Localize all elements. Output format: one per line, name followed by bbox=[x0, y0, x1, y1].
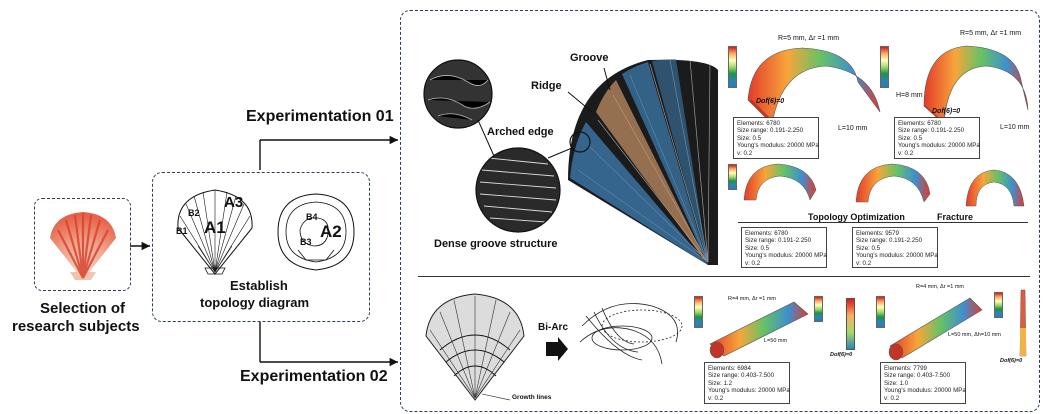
experiments-frame bbox=[400, 10, 1040, 412]
bi-arc-curves bbox=[579, 303, 683, 365]
colorbar-5 bbox=[814, 296, 823, 322]
shell-photo-frame bbox=[34, 198, 131, 291]
topology-caption-1: Establish bbox=[230, 278, 288, 293]
model2-length: L=10 mm bbox=[1000, 124, 1030, 131]
model4-length: L=50 mm, Δh=10 mm bbox=[948, 332, 1001, 338]
arched-edge-label: Arched edge bbox=[487, 126, 554, 138]
experimentation-01-label: Experimentation 01 bbox=[246, 108, 394, 125]
info-box-1: Elements: 6780 Size range: 0.191-2.250 Si… bbox=[733, 117, 819, 159]
topology-caption-2: topology diagram bbox=[200, 295, 310, 310]
model4-dims: R=4 mm, Δr =1 mm bbox=[916, 284, 964, 290]
bi-arc-label: Bi-Arc bbox=[538, 322, 569, 333]
section-divider bbox=[418, 276, 1030, 277]
shell-growth-lines-figure bbox=[425, 293, 525, 401]
fea-fracture-model bbox=[965, 169, 1025, 207]
ridge-label: Ridge bbox=[531, 80, 562, 92]
fea-tube-side-view-1 bbox=[846, 298, 855, 350]
shell-microstructure-figure bbox=[423, 59, 718, 265]
groove-label: Groove bbox=[570, 52, 609, 64]
fea-tube-model-2 bbox=[888, 297, 983, 361]
colorbar-4 bbox=[694, 296, 703, 328]
scallop-photo bbox=[50, 212, 116, 280]
label-a1: A1 bbox=[204, 218, 226, 237]
topology-frame bbox=[152, 172, 370, 322]
colorbar-7 bbox=[994, 292, 1003, 318]
model3-dof: Dof(6)=0 bbox=[830, 352, 853, 358]
info-box-6: Elements: 7799 Size range: 0.403-7.500 Si… bbox=[880, 362, 966, 404]
selection-label-2: research subjects bbox=[12, 318, 140, 335]
colorbar-1 bbox=[728, 46, 737, 88]
topology-outline-left bbox=[177, 189, 253, 275]
colorbar-6 bbox=[876, 296, 885, 328]
model4-dof: Dof(6)=0 bbox=[1000, 358, 1023, 364]
label-a3: A3 bbox=[224, 194, 244, 211]
info-box-2: Elements: 6780 Size range: 0.191-2.250 Si… bbox=[894, 117, 980, 159]
topology-optimization-label: Topology Optimization bbox=[808, 212, 905, 222]
label-b2: B2 bbox=[188, 208, 200, 218]
info-box-3: Elements: 6780 Size range: 0.191-2.250 Si… bbox=[741, 227, 827, 268]
colorbar-3 bbox=[728, 164, 737, 190]
info-box-4: Elements: 9579 Size range: 0.191-2.250 Si… bbox=[852, 227, 938, 268]
colorbar-2 bbox=[880, 46, 889, 88]
selection-label-1: Selection of bbox=[40, 300, 126, 317]
model2-dof: Dof(6)=0 bbox=[932, 108, 961, 115]
fea-tube-model-1 bbox=[709, 301, 809, 359]
experimentation-02-label: Experimentation 02 bbox=[240, 368, 388, 385]
fea-tube-side-view-2 bbox=[1019, 289, 1027, 357]
model3-dims: R=4 mm, Δr =1 mm bbox=[728, 296, 776, 302]
label-b1: B1 bbox=[176, 226, 188, 236]
growth-lines-label: Growth lines bbox=[512, 394, 552, 401]
model3-length: L=50 mm bbox=[764, 338, 788, 344]
label-b3: B3 bbox=[300, 237, 312, 247]
dense-groove-label: Dense groove structure bbox=[434, 238, 558, 250]
optimization-underline bbox=[738, 222, 1028, 223]
fea-optimized-model-1 bbox=[743, 163, 817, 201]
topology-outline-right bbox=[277, 193, 355, 271]
model2-height: H=8 mm bbox=[896, 92, 923, 99]
model1-length: L=10 mm bbox=[838, 125, 868, 132]
fea-optimized-model-2 bbox=[855, 163, 931, 203]
model2-dims: R=5 mm, Δr =1 mm bbox=[960, 30, 1022, 37]
info-box-5: Elements: 6984 Size range: 0.403-7.500 Si… bbox=[704, 362, 790, 404]
fracture-label: Fracture bbox=[937, 212, 974, 222]
model1-dof: Dof(6)=0 bbox=[756, 98, 785, 105]
label-a2: A2 bbox=[320, 222, 342, 241]
bi-arc-arrow bbox=[546, 337, 568, 361]
model1-dims: R=5 mm, Δr =1 mm bbox=[778, 35, 840, 42]
label-b4: B4 bbox=[306, 212, 318, 222]
